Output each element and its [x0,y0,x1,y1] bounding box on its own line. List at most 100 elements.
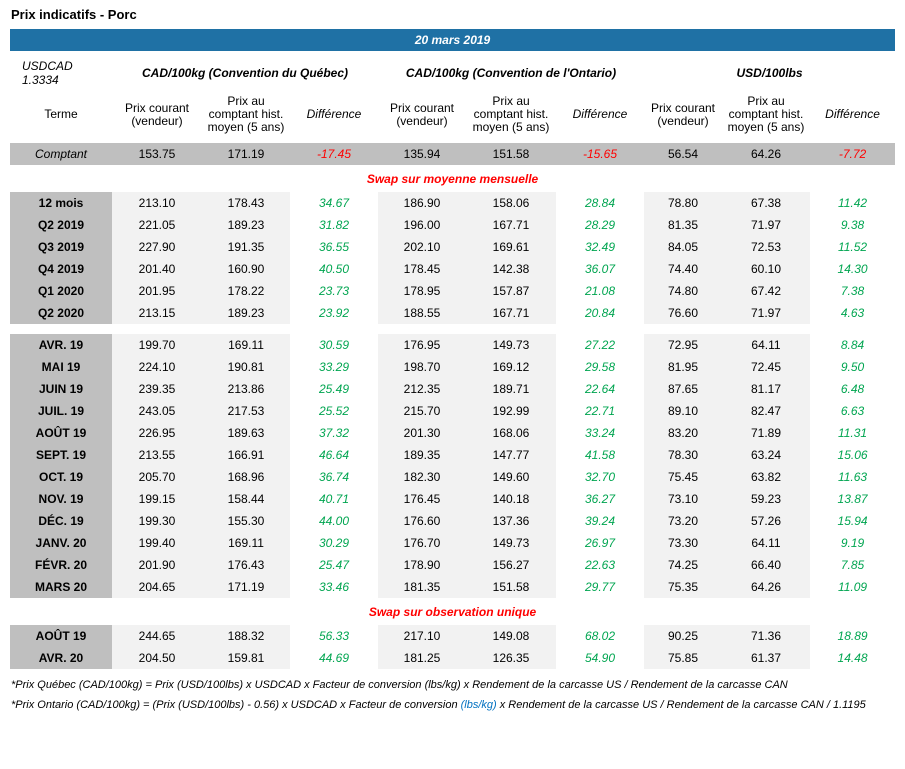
price-cell: 87.65 [644,378,722,400]
price-cell: 204.50 [112,647,202,669]
price-cell: 158.06 [466,192,556,214]
difference-cell: 41.58 [556,444,644,466]
col-quebec-difference: Différence [306,107,362,121]
difference-cell: 14.48 [810,647,896,669]
difference-cell: 25.47 [290,554,378,576]
difference-cell: 32.49 [556,236,644,258]
table-row: AVR. 20 204.50 159.81 44.69 181.25 126.35 54.9… [10,647,896,669]
price-cell: 178.95 [378,280,466,302]
price-cell: 199.15 [112,488,202,510]
price-cell: 64.26 [722,576,810,598]
difference-cell: 36.07 [556,258,644,280]
table-row: Q4 2019 201.40 160.90 40.50 178.45 142.38 36.0… [10,258,896,280]
difference-cell: 54.90 [556,647,644,669]
price-cell: 217.53 [202,400,290,422]
price-cell: 158.44 [202,488,290,510]
difference-cell: 22.63 [556,554,644,576]
difference-cell: 14.30 [810,258,896,280]
price-cell: 244.65 [112,625,202,647]
price-cell: 76.60 [644,302,722,324]
price-cell: 188.55 [378,302,466,324]
table-row: JANV. 20 199.40 169.11 30.29 176.70 149.73 26.… [10,532,896,554]
price-cell: 67.42 [722,280,810,302]
group-header-row: USDCAD 1.3334 CAD/100kg (Convention du Q… [10,51,895,91]
difference-cell: 30.59 [290,334,378,356]
table-row: Q2 2019 221.05 189.23 31.82 196.00 167.71 28.2… [10,214,896,236]
price-cell: 59.23 [722,488,810,510]
difference-cell: 9.19 [810,532,896,554]
difference-cell: 34.67 [290,192,378,214]
difference-cell: 25.49 [290,378,378,400]
price-cell: 155.30 [202,510,290,532]
difference-cell: -7.72 [810,143,896,165]
difference-cell: 27.22 [556,334,644,356]
page-title: Prix indicatifs - Porc [11,7,137,22]
price-cell: 83.20 [644,422,722,444]
col-quebec-prix-comptant: Prix au comptant hist. moyen (5 ans) [207,94,285,134]
price-cell: 63.82 [722,466,810,488]
terme-cell: OCT. 19 [10,466,112,488]
price-cell: 171.19 [202,143,290,165]
comptant-row: Comptant 153.75 171.19 -17.45 135.94 151.58 -1… [10,143,896,165]
difference-cell: 36.27 [556,488,644,510]
price-cell: 66.40 [722,554,810,576]
price-cell: 178.45 [378,258,466,280]
difference-cell: 25.52 [290,400,378,422]
difference-cell: 6.48 [810,378,896,400]
terme-cell: AVR. 20 [10,647,112,669]
footnote-ontario-text-post: x Rendement de la carcasse US / Rendemen… [496,699,866,711]
price-cell: 156.27 [466,554,556,576]
section-header-row: Swap sur observation unique [10,598,896,625]
terme-cell: JANV. 20 [10,532,112,554]
price-cell: 176.43 [202,554,290,576]
group-us-label: USD/100lbs [736,66,803,80]
price-cell: 142.38 [466,258,556,280]
price-cell: 215.70 [378,400,466,422]
price-cell: 57.26 [722,510,810,532]
table-row: AOÛT 19 226.95 189.63 37.32 201.30 168.06 33.2… [10,422,896,444]
difference-cell: 36.55 [290,236,378,258]
price-cell: 176.95 [378,334,466,356]
difference-cell: 30.29 [290,532,378,554]
footnote-quebec: *Prix Québec (CAD/100kg) = Prix (USD/100… [11,679,788,691]
price-cell: 153.75 [112,143,202,165]
price-cell: 157.87 [466,280,556,302]
column-header-row: Terme Prix courant (vendeur) Prix au com… [10,91,895,143]
difference-cell: 11.42 [810,192,896,214]
terme-cell: 12 mois [10,192,112,214]
price-cell: 181.25 [378,647,466,669]
terme-cell: Q2 2019 [10,214,112,236]
difference-cell: 9.50 [810,356,896,378]
price-cell: 212.35 [378,378,466,400]
difference-cell: 31.82 [290,214,378,236]
price-cell: 189.23 [202,214,290,236]
price-cell: 199.30 [112,510,202,532]
price-cell: 201.90 [112,554,202,576]
price-cell: 169.12 [466,356,556,378]
terme-cell: Q4 2019 [10,258,112,280]
terme-cell: NOV. 19 [10,488,112,510]
table-row: Q1 2020 201.95 178.22 23.73 178.95 157.87 21.0… [10,280,896,302]
difference-cell: 22.64 [556,378,644,400]
difference-cell: 7.85 [810,554,896,576]
col-ontario-prix-comptant: Prix au comptant hist. moyen (5 ans) [472,94,550,134]
price-cell: 72.95 [644,334,722,356]
table-row: DÉC. 19 199.30 155.30 44.00 176.60 137.36 39.2… [10,510,896,532]
col-quebec-prix-courant: Prix courant (vendeur) [124,100,190,128]
price-cell: 82.47 [722,400,810,422]
section-header-row: Swap sur moyenne mensuelle [10,165,896,192]
difference-cell: 22.71 [556,400,644,422]
price-cell: 169.11 [202,532,290,554]
price-cell: 169.11 [202,334,290,356]
price-cell: 64.11 [722,334,810,356]
price-cell: 60.10 [722,258,810,280]
difference-cell: 29.77 [556,576,644,598]
price-cell: 160.90 [202,258,290,280]
difference-cell: 36.74 [290,466,378,488]
table-row: MAI 19 224.10 190.81 33.29 198.70 169.12 29.58… [10,356,896,378]
price-cell: 166.91 [202,444,290,466]
table-row: SEPT. 19 213.55 166.91 46.64 189.35 147.77 41.… [10,444,896,466]
price-cell: 81.17 [722,378,810,400]
footnote-ontario-highlight: (lbs/kg) [460,699,497,711]
price-cell: 137.36 [466,510,556,532]
